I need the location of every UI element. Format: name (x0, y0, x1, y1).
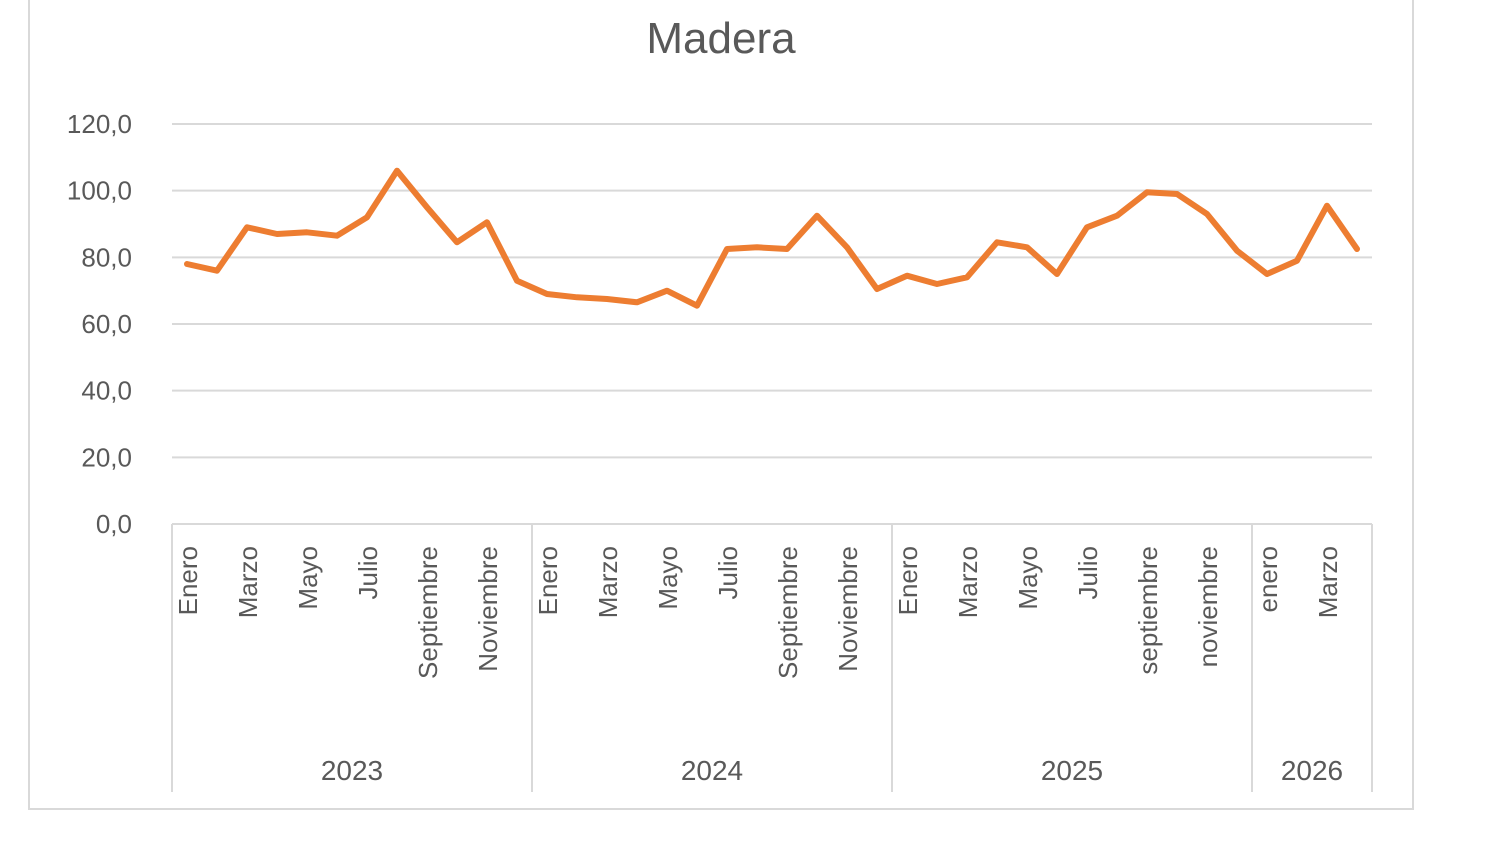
x-tick-label: Septiembre (773, 546, 803, 679)
x-tick-label: Enero (173, 546, 203, 615)
chart-frame (28, 0, 1414, 810)
data-point (604, 296, 610, 302)
y-tick-label: 80,0 (81, 242, 132, 272)
year-label: 2025 (1041, 755, 1103, 786)
x-tick-label: Septiembre (413, 546, 443, 679)
x-tick-label: Noviembre (833, 546, 863, 672)
x-tick-label: Mayo (1013, 546, 1043, 610)
data-point (1144, 189, 1150, 195)
x-tick-label: Julio (713, 546, 743, 599)
x-tick-label: Marzo (593, 546, 623, 618)
data-point (424, 204, 430, 210)
data-point (874, 286, 880, 292)
x-tick-label: Enero (893, 546, 923, 615)
data-point (484, 219, 490, 225)
data-point (664, 288, 670, 294)
series-line (184, 167, 1360, 309)
data-point (1264, 271, 1270, 277)
x-tick-label: Enero (533, 546, 563, 615)
data-point (184, 261, 190, 267)
data-point (1294, 258, 1300, 264)
data-point (1084, 224, 1090, 230)
data-point (574, 294, 580, 300)
data-point (934, 281, 940, 287)
y-tick-label: 120,0 (67, 109, 132, 139)
x-tick-label: Mayo (653, 546, 683, 610)
data-point (1174, 191, 1180, 197)
data-point (904, 273, 910, 279)
data-point (1114, 213, 1120, 219)
data-point (514, 278, 520, 284)
x-tick-label: Mayo (293, 546, 323, 610)
data-point (1054, 271, 1060, 277)
y-tick-label: 60,0 (81, 309, 132, 339)
chart-title: Madera (646, 14, 796, 63)
data-point (334, 233, 340, 239)
y-axis: 0,0 20,0 40,0 60,0 80,0 100,0 120,0 (67, 109, 132, 539)
x-tick-label: enero (1253, 546, 1283, 613)
y-tick-label: 20,0 (81, 442, 132, 472)
y-tick-label: 0,0 (96, 509, 132, 539)
year-label: 2023 (321, 755, 383, 786)
data-point (754, 244, 760, 250)
data-point (1354, 246, 1360, 252)
data-point (844, 244, 850, 250)
x-tick-label: Marzo (953, 546, 983, 618)
x-tick-label: septiembre (1133, 546, 1163, 675)
data-point (1234, 248, 1240, 254)
data-point (454, 239, 460, 245)
year-label: 2026 (1281, 755, 1343, 786)
x-axis: 2023 2024 2025 2026 Enero Marzo Mayo Julio Septi… (171, 524, 1373, 792)
x-tick-label: Julio (353, 546, 383, 599)
data-point (394, 168, 400, 174)
x-tick-label: Julio (1073, 546, 1103, 599)
data-point (1204, 211, 1210, 217)
data-point (724, 246, 730, 252)
data-point (784, 246, 790, 252)
data-point (634, 299, 640, 305)
data-point (544, 291, 550, 297)
year-label: 2024 (681, 755, 743, 786)
x-tick-label: noviembre (1193, 546, 1223, 667)
y-tick-label: 40,0 (81, 376, 132, 406)
data-point (994, 239, 1000, 245)
data-point (214, 268, 220, 274)
data-point (1324, 203, 1330, 209)
data-point (364, 214, 370, 220)
x-tick-label: Marzo (233, 546, 263, 618)
data-point (1024, 244, 1030, 250)
data-point (244, 224, 250, 230)
data-point (304, 229, 310, 235)
data-point (694, 303, 700, 309)
x-tick-label: Marzo (1313, 546, 1343, 618)
data-point (814, 213, 820, 219)
data-point (964, 274, 970, 280)
data-point (274, 231, 280, 237)
y-tick-label: 100,0 (67, 176, 132, 206)
series-layer (184, 167, 1360, 309)
gridlines (172, 123, 1372, 525)
x-tick-label: Noviembre (473, 546, 503, 672)
